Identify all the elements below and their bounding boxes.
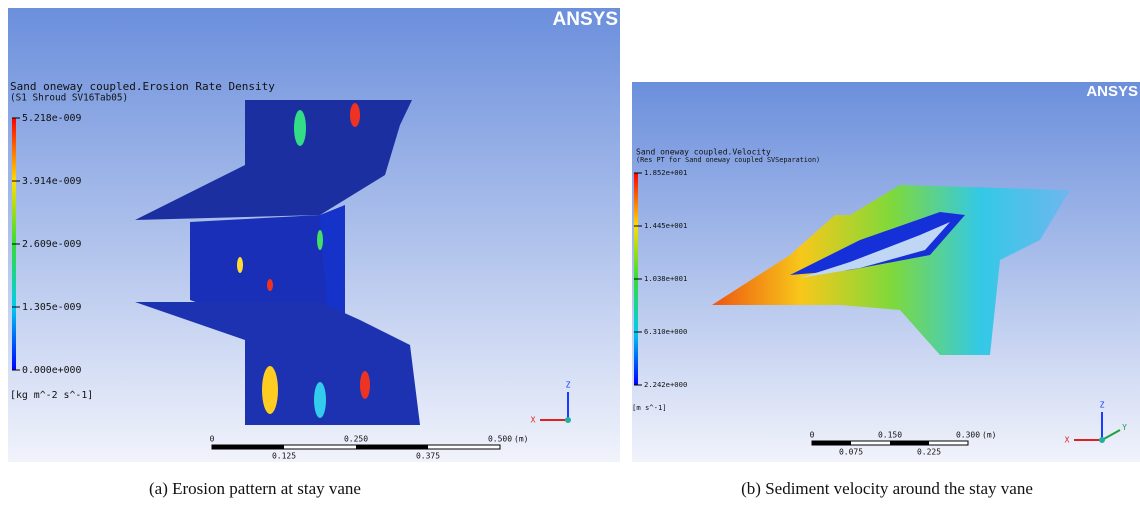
scale-label: 0.150: [878, 431, 902, 440]
colorbar-label: 2.242e+000: [644, 380, 687, 389]
axis-label: Z: [566, 381, 571, 390]
legend-subtitle: (Res PT for Sand oneway coupled SVSepara…: [636, 156, 820, 164]
legend-unit: [m s^-1]: [632, 403, 667, 412]
colorbar-label: 1.038e+001: [644, 274, 687, 283]
colorbar-label: 5.218e-009: [22, 113, 82, 124]
axis-label: Y: [1122, 423, 1127, 432]
legend-unit: [kg m^-2 s^-1]: [10, 390, 93, 401]
caption: (b) Sediment velocity around the stay va…: [741, 479, 1033, 498]
scale-label: 0.225: [917, 448, 941, 457]
scale-label: 0.075: [839, 448, 863, 457]
scale-bar-segment: [812, 441, 851, 445]
ansys-logo: ANSYS: [553, 9, 618, 30]
scale-bar-segment: [212, 445, 284, 449]
colorbar-label: 0.000e+000: [22, 365, 82, 376]
colorbar-label: 1.445e+001: [644, 221, 687, 230]
axis-origin: [1099, 437, 1105, 443]
figure: ANSYS Sand oneway coupled.Erosion Rate De…: [0, 0, 1140, 510]
axis-label: X: [1065, 436, 1070, 445]
legend-subtitle: (S1 Shroud SV16Tab05): [10, 93, 128, 104]
scale-label: 0: [810, 431, 815, 440]
axis-label: X: [531, 416, 536, 425]
colorbar-label: 1.852e+001: [644, 168, 687, 177]
ansys-logo: ANSYS: [1086, 83, 1138, 100]
scale-bar-segment: [890, 441, 929, 445]
legend-title: Sand oneway coupled.Erosion Rate Density: [10, 80, 275, 93]
axis-label: Z: [1100, 401, 1105, 410]
colorbar-label: 3.914e-009: [22, 176, 82, 187]
colorbar-label: 1.305e-009: [22, 302, 82, 313]
colorbar-label: 2.609e-009: [22, 239, 82, 250]
scale-label: 0.300: [956, 431, 980, 440]
caption: (a) Erosion pattern at stay vane: [149, 479, 361, 498]
page: ANSYS Sand oneway coupled.Erosion Rate De…: [0, 0, 1140, 510]
scale-label: 0.375: [416, 452, 440, 461]
scale-bar-segment: [356, 445, 428, 449]
scale-label: 0.500: [488, 435, 512, 444]
colorbar-label: 6.310e+000: [644, 327, 687, 336]
axis-origin: [565, 417, 571, 423]
scale-label: 0: [210, 435, 215, 444]
scale-label: 0.125: [272, 452, 296, 461]
scale-unit: (m): [514, 435, 528, 444]
scale-label: 0.250: [344, 435, 368, 444]
scale-unit: (m): [982, 431, 996, 440]
